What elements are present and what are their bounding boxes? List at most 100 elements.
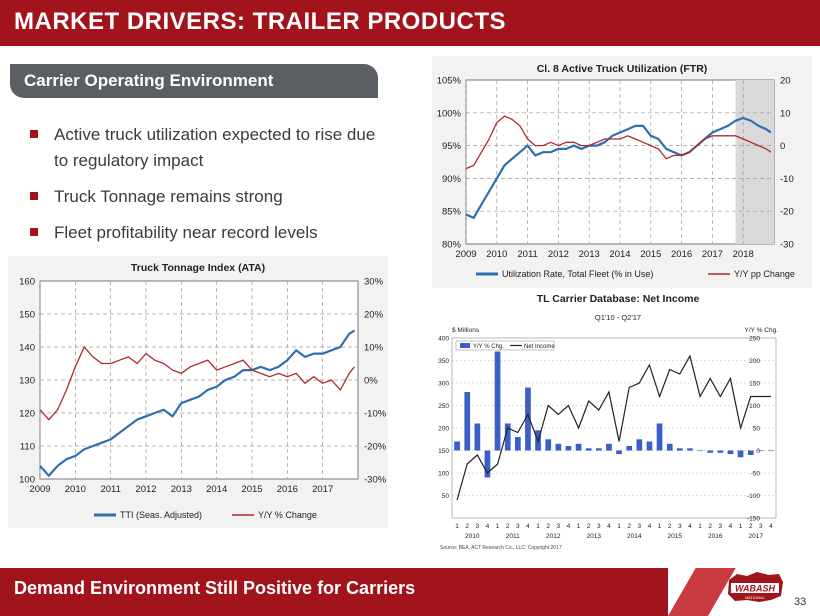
bullet-item: Active truck utilization expected to ris…: [30, 122, 390, 174]
bar: [636, 439, 643, 451]
year-label: 2014: [627, 533, 642, 540]
y-right-tick-label: 50: [753, 426, 761, 433]
x-tick-label: 1: [658, 523, 662, 530]
bar: [677, 448, 683, 451]
y-right-tick-label: -20%: [364, 442, 387, 453]
x-tick-label: 2013: [171, 484, 192, 495]
bar: [606, 443, 612, 451]
y-left-tick-label: 95%: [442, 141, 462, 152]
bar: [717, 450, 724, 453]
y-right-tick-label: -30: [780, 240, 794, 251]
y-right-tick-label: 0: [780, 141, 785, 152]
x-tick-label: 1: [455, 523, 459, 530]
y-right-tick-label: 10: [780, 108, 791, 119]
bar: [565, 446, 572, 451]
bar: [616, 450, 622, 455]
y-left-tick-label: 400: [438, 336, 449, 343]
series-line: [456, 354, 771, 501]
y-left-tick-label: 110: [20, 442, 35, 453]
bullet-item: Fleet profitability near record levels: [30, 220, 390, 246]
x-tick-label: 2015: [640, 249, 661, 260]
bar: [687, 448, 693, 451]
source-note: Source: BEA, ACT Research Co., LLC: Copy…: [440, 545, 562, 551]
bar: [474, 423, 481, 451]
y-right-tick-label: 150: [749, 381, 760, 388]
legend-swatch: [460, 343, 470, 348]
x-tick-label: 1: [698, 523, 702, 530]
legend-label: Utilization Rate, Total Fleet (% in Use): [502, 269, 653, 279]
bar: [555, 443, 562, 451]
x-tick-label: 2: [627, 523, 631, 530]
x-tick-label: 2015: [241, 484, 262, 495]
bar: [707, 450, 714, 453]
bar: [515, 437, 521, 451]
y-right-tick-label: 100: [749, 403, 760, 410]
x-tick-label: 3: [516, 523, 520, 530]
series-line: [465, 116, 772, 220]
legend-label: Y/Y % Change: [258, 510, 317, 520]
x-tick-label: 4: [607, 523, 611, 530]
x-tick-label: 4: [526, 523, 530, 530]
y-left-tick-label: 200: [438, 426, 449, 433]
y-left-tick-label: 90%: [442, 174, 462, 185]
y-left-tick-label: 100: [438, 471, 449, 478]
y-right-tick-label: 10%: [364, 343, 384, 354]
bar: [454, 441, 460, 451]
y-left-tick-label: 100%: [437, 108, 462, 119]
x-tick-label: 3: [678, 523, 682, 530]
y-right-tick-label: 0: [756, 448, 760, 455]
y-right-tick-label: 20%: [364, 310, 384, 321]
y-left-tick-label: 50: [442, 493, 450, 500]
x-tick-label: 4: [729, 523, 733, 530]
y-left-tick-label: 150: [438, 448, 449, 455]
section-heading-box: Carrier Operating Environment: [10, 64, 378, 98]
net-income-chart: TL Carrier Database: Net Income Q1'10 - Q…: [420, 290, 816, 556]
y-left-tick-label: 120: [19, 409, 35, 420]
chart-title: Truck Tonnage Index (ATA): [131, 262, 265, 274]
x-tick-label: 2012: [135, 484, 156, 495]
x-tick-label: 3: [638, 523, 642, 530]
y-right-tick-label: 250: [749, 336, 760, 343]
y-right-tick-label: -150: [747, 516, 760, 523]
y-left-tick-label: 350: [438, 358, 449, 365]
legend-box: [455, 340, 555, 351]
x-tick-label: 4: [769, 523, 773, 530]
year-label: 2012: [546, 533, 561, 540]
legend-label: Net Income: [524, 344, 555, 350]
x-tick-label: 2013: [579, 249, 600, 260]
x-tick-label: 1: [536, 523, 540, 530]
x-tick-label: 2012: [548, 249, 569, 260]
bar: [768, 450, 774, 452]
x-tick-label: 2: [587, 523, 591, 530]
y-left-axis-label: $ Millions: [452, 327, 480, 334]
y-right-tick-label: -20: [780, 207, 794, 218]
bar: [626, 446, 633, 451]
x-tick-label: 3: [719, 523, 723, 530]
y-right-tick-label: -50: [751, 471, 761, 478]
bar: [666, 443, 673, 451]
x-tick-label: 4: [688, 523, 692, 530]
y-left-tick-label: 250: [438, 403, 449, 410]
bar: [484, 450, 491, 478]
forecast-shade: [735, 80, 774, 244]
x-tick-label: 2: [546, 523, 550, 530]
y-right-axis-label: Y/Y % Chg.: [745, 327, 779, 334]
x-tick-label: 1: [617, 523, 621, 530]
page-number: 33: [794, 596, 807, 608]
x-tick-label: 3: [557, 523, 561, 530]
x-tick-label: 2014: [609, 249, 630, 260]
bar: [656, 423, 663, 451]
logo-band: [731, 583, 779, 593]
bar: [747, 450, 754, 455]
x-tick-label: 2014: [206, 484, 227, 495]
x-tick-label: 2: [668, 523, 672, 530]
year-label: 2016: [708, 533, 723, 540]
x-tick-label: 2010: [65, 484, 86, 495]
x-tick-label: 3: [597, 523, 601, 530]
y-right-tick-label: -30%: [364, 475, 387, 486]
y-left-tick-label: 150: [19, 310, 35, 321]
y-right-tick-label: -10: [780, 174, 794, 185]
year-label: 2013: [587, 533, 602, 540]
x-tick-label: 1: [496, 523, 500, 530]
y-left-tick-label: 105%: [437, 76, 462, 87]
